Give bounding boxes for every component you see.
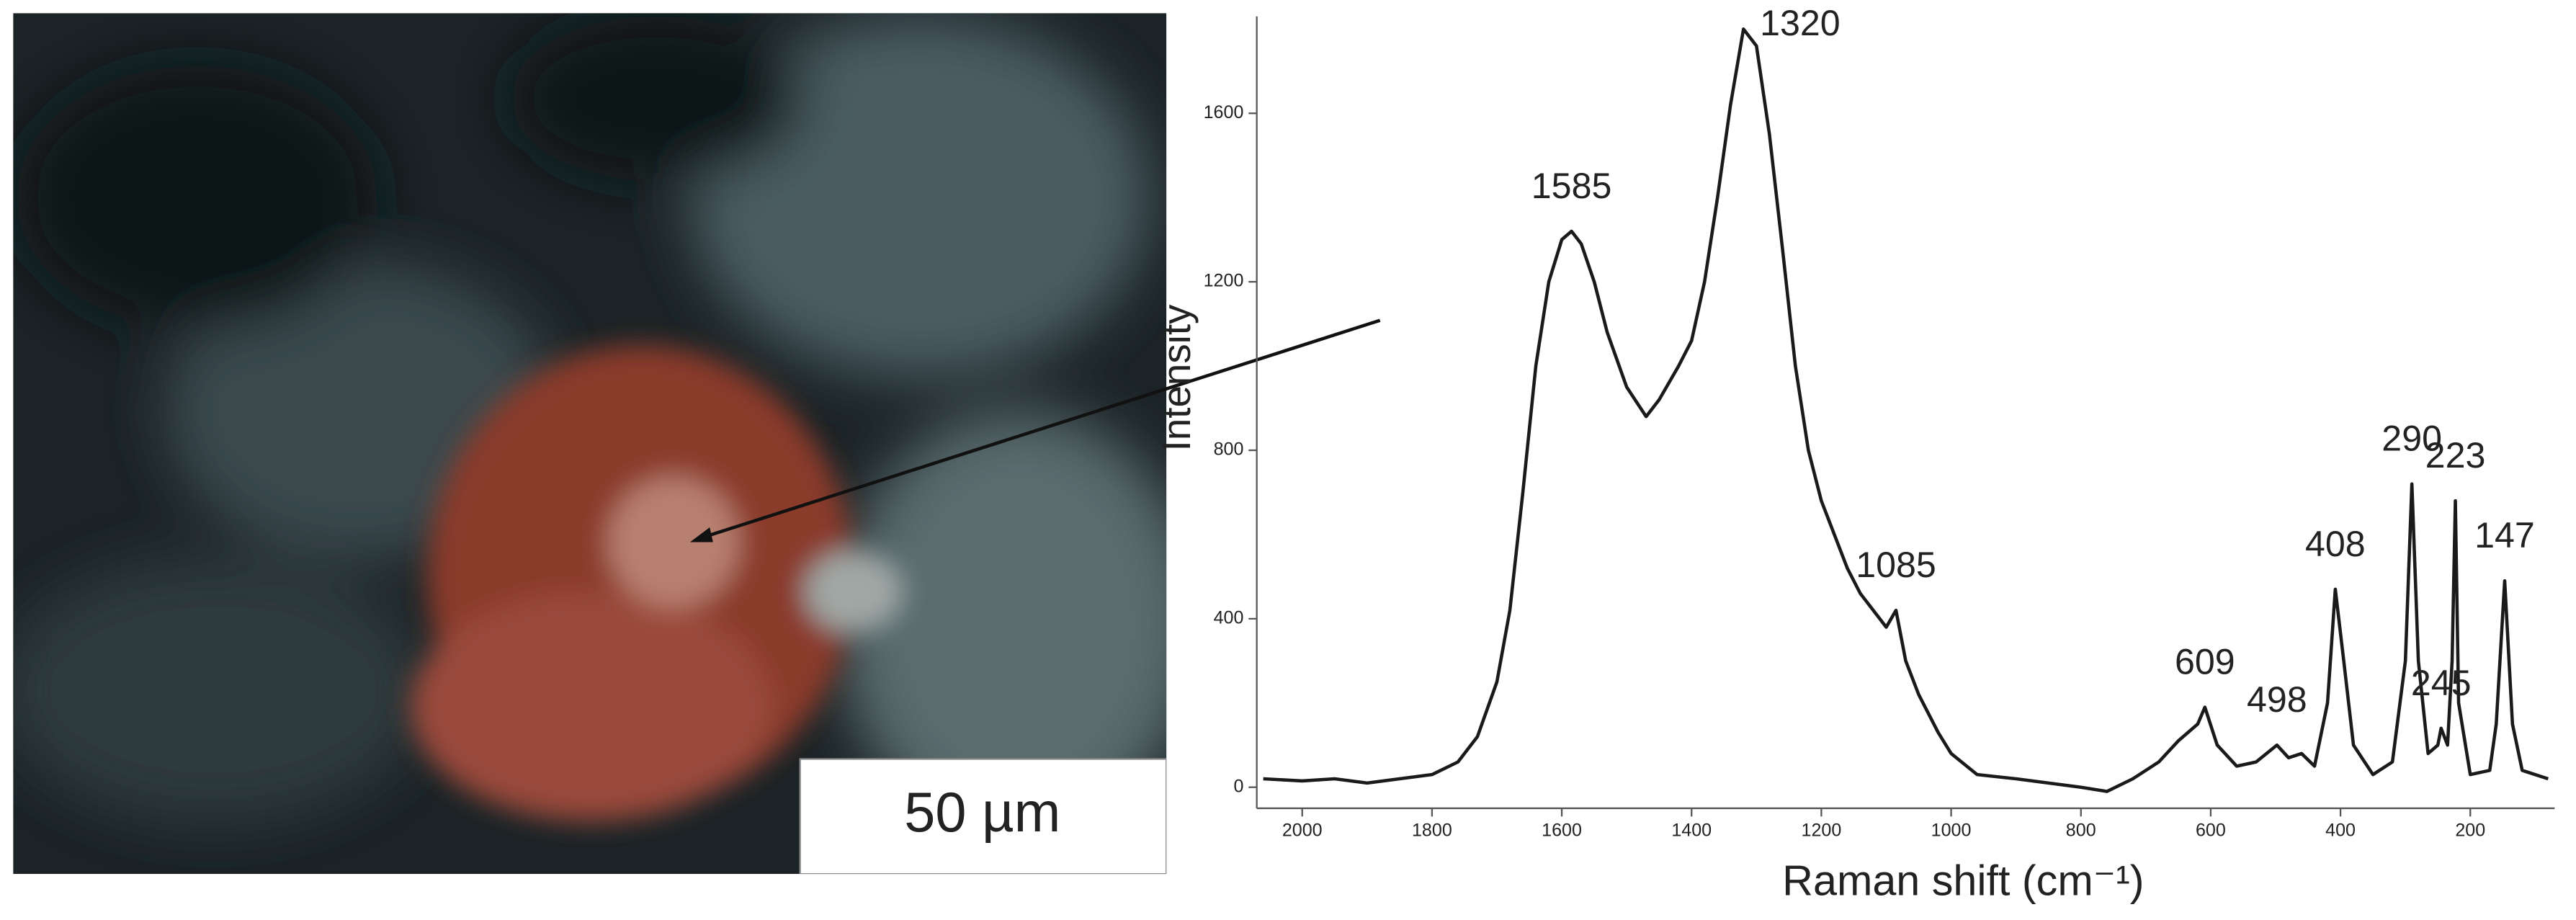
y-tick-label: 1200 xyxy=(1204,271,1244,291)
peak-label: 609 xyxy=(2175,642,2235,682)
pointer-arrowhead xyxy=(689,527,713,542)
x-tick-label: 600 xyxy=(2196,820,2226,840)
peak-label: 147 xyxy=(2474,515,2535,555)
y-tick-label: 0 xyxy=(1233,776,1243,796)
spectrum-line xyxy=(1263,27,2549,793)
peak-label: 1085 xyxy=(1856,545,1936,585)
x-tick-label: 1200 xyxy=(1802,820,1842,840)
peak-label: 498 xyxy=(2247,679,2307,720)
spectrum: 0 400 800 1200 1600 2000 1800 1600 1400 1200 1000 8… xyxy=(1204,3,2555,840)
y-tick-label: 1600 xyxy=(1204,102,1244,122)
peak-label: 290 xyxy=(2382,419,2442,459)
x-axis-label: Raman shift (cm⁻¹) xyxy=(1782,856,2144,904)
peak-label: 1320 xyxy=(1760,3,1841,43)
pointer-arrow xyxy=(697,318,1381,541)
x-tick-label: 2000 xyxy=(1282,820,1323,840)
y-tick-label: 800 xyxy=(1214,439,1244,460)
peak-label: 245 xyxy=(2411,663,2472,703)
scale-bar-box xyxy=(799,758,1167,875)
x-tick-label: 1800 xyxy=(1412,820,1452,840)
x-tick-label: 1400 xyxy=(1671,820,1712,840)
x-tick-label: 1600 xyxy=(1542,820,1582,840)
x-tick-label: 800 xyxy=(2066,820,2096,840)
x-tick-label: 200 xyxy=(2455,820,2485,840)
peak-label: 223 xyxy=(2425,435,2486,475)
y-axis-label: Intensity xyxy=(1154,304,1199,451)
y-tick-label: 400 xyxy=(1214,607,1244,628)
peak-label: 408 xyxy=(2305,524,2366,564)
x-tick-label: 400 xyxy=(2325,820,2356,840)
peak-label: 1585 xyxy=(1531,166,1612,206)
x-tick-label: 1000 xyxy=(1931,820,1972,840)
scale-bar-label: 50 µm xyxy=(904,782,1060,844)
micrograph: 50 µm xyxy=(13,13,1167,875)
